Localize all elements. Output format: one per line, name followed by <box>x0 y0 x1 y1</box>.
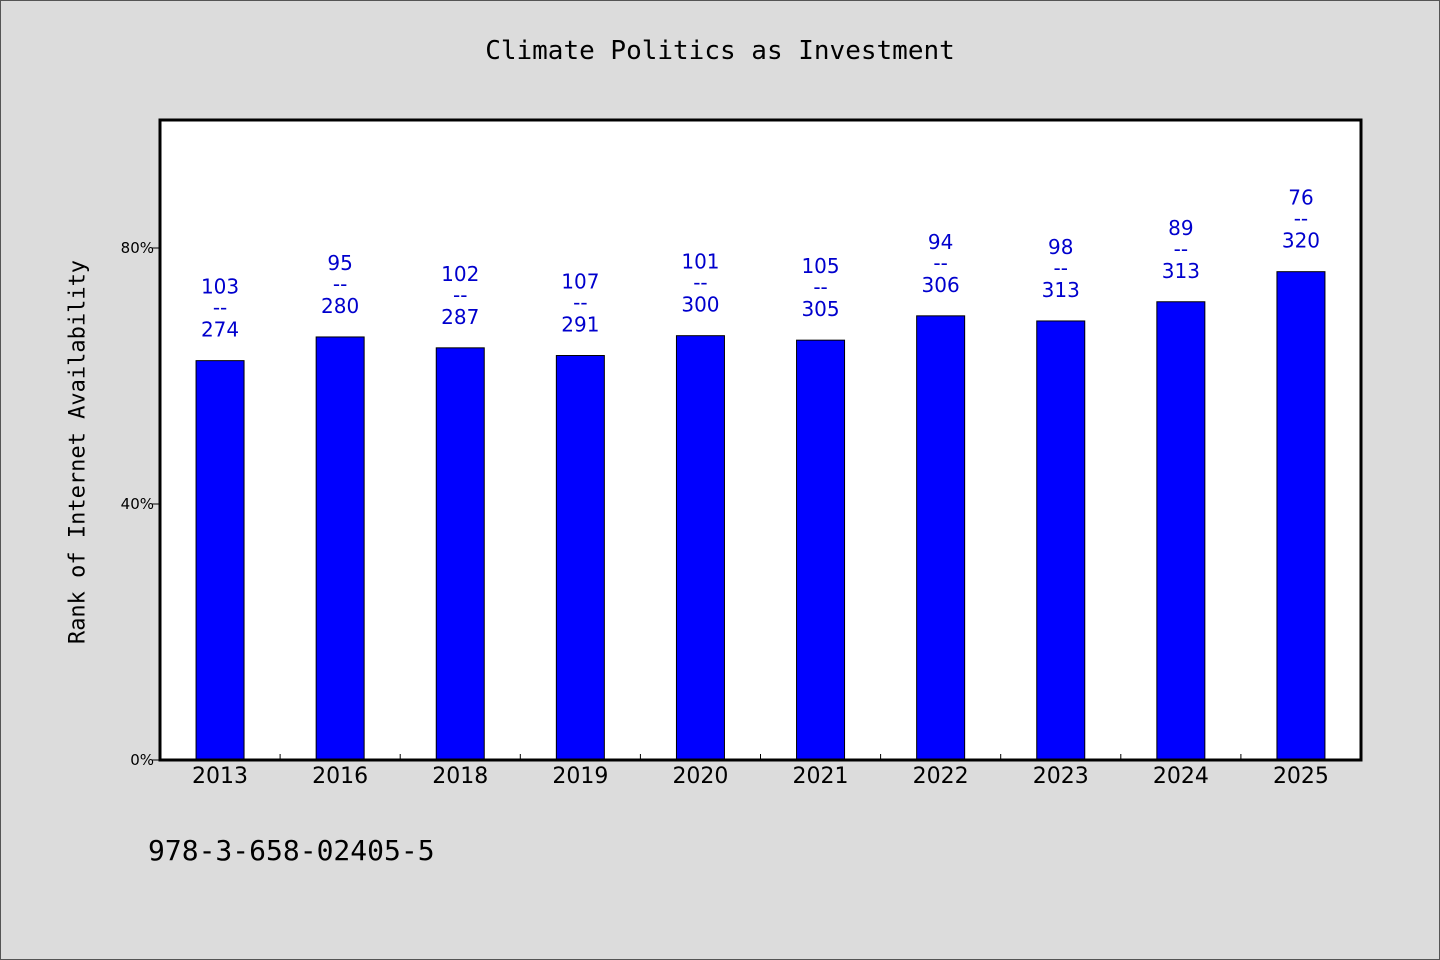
data-label-separator: -- <box>333 272 347 296</box>
isbn-text: 978-3-658-02405-5 <box>148 834 435 867</box>
data-label-separator: -- <box>813 275 827 299</box>
chart-title: Climate Politics as Investment <box>485 36 955 66</box>
bar <box>315 336 365 761</box>
data-label-top: 101 <box>681 250 719 274</box>
y-tick-label: 0% <box>130 751 154 769</box>
data-label-top: 95 <box>327 251 352 275</box>
bar <box>675 335 725 761</box>
data-label-bottom: 313 <box>1042 278 1080 302</box>
data-label-top: 98 <box>1048 235 1073 259</box>
bar <box>1036 320 1086 761</box>
y-tick-label: 40% <box>121 495 154 513</box>
data-label-bottom: 274 <box>201 318 239 342</box>
y-tick-label: 80% <box>121 239 154 257</box>
data-label-top: 76 <box>1288 186 1313 210</box>
data-label-separator: -- <box>453 283 467 307</box>
data-label-bottom: 287 <box>441 305 479 329</box>
data-label-top: 94 <box>928 230 953 254</box>
data-label-top: 107 <box>561 270 599 294</box>
bar <box>916 315 966 761</box>
bar <box>1276 271 1326 761</box>
data-label-top: 105 <box>801 254 839 278</box>
x-tick-label: 2020 <box>672 764 728 789</box>
x-tick-label: 2022 <box>913 764 969 789</box>
data-label-separator: -- <box>933 251 947 275</box>
data-label-bottom: 313 <box>1162 259 1200 283</box>
data-label-separator: -- <box>573 291 587 315</box>
data-label-separator: -- <box>1054 256 1068 280</box>
x-tick-label: 2024 <box>1153 764 1209 789</box>
data-label-top: 89 <box>1168 216 1193 240</box>
bar <box>435 347 485 761</box>
data-label-separator: -- <box>213 296 227 320</box>
data-label-bottom: 320 <box>1282 229 1320 253</box>
data-label-bottom: 280 <box>321 294 359 318</box>
x-tick-label: 2019 <box>552 764 608 789</box>
bar <box>195 360 245 761</box>
x-tick-label: 2018 <box>432 764 488 789</box>
data-label-separator: -- <box>693 271 707 295</box>
bar <box>1156 301 1206 761</box>
data-label-top: 102 <box>441 262 479 286</box>
data-label-bottom: 305 <box>801 297 839 321</box>
data-label-bottom: 306 <box>922 273 960 297</box>
bar <box>796 339 846 761</box>
bar <box>555 355 605 761</box>
x-tick-label: 2023 <box>1033 764 1089 789</box>
x-tick-label: 2025 <box>1273 764 1329 789</box>
data-label-bottom: 291 <box>561 313 599 337</box>
data-label-separator: -- <box>1294 207 1308 231</box>
x-tick-label: 2016 <box>312 764 368 789</box>
plot-border <box>158 118 1363 762</box>
data-label-top: 103 <box>201 275 239 299</box>
data-label-bottom: 300 <box>681 293 719 317</box>
data-label-separator: -- <box>1174 237 1188 261</box>
x-tick-label: 2021 <box>793 764 849 789</box>
x-tick-label: 2013 <box>192 764 248 789</box>
